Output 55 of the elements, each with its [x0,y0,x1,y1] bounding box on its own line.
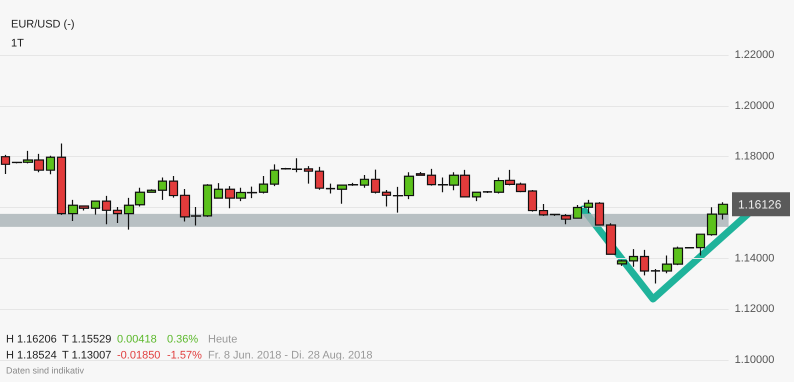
candlestick [270,164,280,187]
candlestick [616,259,628,267]
candlestick [214,182,224,199]
candlestick [258,175,268,194]
candlestick [606,222,616,255]
candlestick [56,142,66,216]
candlestick [650,268,660,284]
annotation: 0.00418 [117,334,157,346]
candlestick [168,175,178,198]
candlestick [472,192,482,202]
text: EUR/USD (-) [11,18,75,30]
candlestick [416,171,426,176]
candlestick [584,199,594,214]
candlestick [572,204,582,219]
y-tick-label: 1.22000 [734,49,774,62]
candlestick [314,166,324,190]
annotation: H 1.16206 [6,334,57,346]
candlestick [146,188,156,193]
annotation: -0.01850 [117,350,160,362]
candlestick [90,200,100,216]
annotation: Heute [208,334,238,346]
annotation: Fr. 8 Jun. 2018 - Di. 28 Aug. 2018 [208,350,372,362]
text: 1T [11,38,24,50]
annotation: Daten sind indikativ [6,366,85,376]
y-tick-label: 1.10000 [734,354,774,366]
candlestick [370,169,380,194]
candlestick [560,214,572,225]
annotation: H 1.18524 [6,350,57,362]
candlestick [304,166,314,184]
candlestick [628,248,638,268]
annotation: 0.36% [167,334,198,346]
candlestick [640,249,650,276]
candlestick [696,234,706,256]
candlestick [426,168,436,186]
candlestick [538,203,548,216]
annotation: -1.57% [167,350,202,362]
candlestick [594,202,604,226]
candlestick [528,189,538,212]
candlestick [158,176,168,200]
y-tick-label: 1.14000 [734,252,774,264]
y-tick-label: 1.12000 [734,303,774,316]
candlestick [46,155,56,175]
candlestick [360,174,370,188]
y-tick-label: 1.18000 [734,150,774,163]
text: 1.16126 [738,197,782,212]
y-tick-label: 1.20000 [734,100,774,112]
candlestick [382,189,392,208]
candlestick [102,195,112,225]
candlestick [112,206,122,224]
candlestick [202,184,212,218]
annotation: T 1.15529 [62,334,112,346]
candlestick [326,183,336,194]
candlestick [482,190,492,194]
candlestick [0,154,10,175]
annotation: T 1.13007 [62,350,112,362]
